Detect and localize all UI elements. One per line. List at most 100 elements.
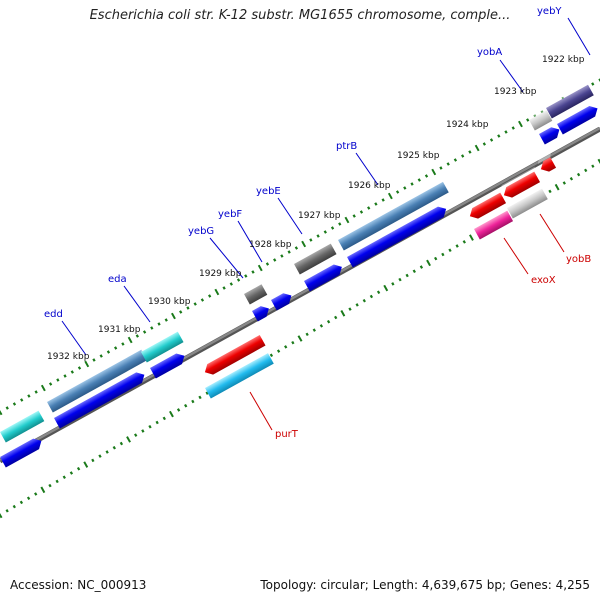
outer-tick — [186, 306, 190, 310]
leader-yebG — [209, 237, 244, 279]
outer-tick — [474, 144, 480, 152]
outer-tick — [257, 264, 263, 272]
inner-tick — [376, 290, 381, 295]
gene-block-yobA — [529, 105, 553, 131]
outer-tick — [309, 238, 313, 242]
cds-block-yebF — [271, 285, 292, 311]
gene-block-yobB-bevel — [507, 183, 543, 208]
tick-label-1923: 1923 kbp — [494, 87, 537, 97]
gene-block-ptrB — [338, 176, 449, 251]
inner-tick — [26, 496, 31, 500]
gene-label-edd[interactable]: edd — [44, 309, 63, 320]
cds-block-ptrB-body — [347, 206, 447, 268]
gene-block-eda-bevel — [141, 326, 179, 352]
tick-label-1924: 1924 kbp — [446, 120, 489, 130]
gene-label-yobB[interactable]: yobB — [566, 254, 591, 265]
gene-labels: yebY yobA ptrB yebE yebF yebG eda edd yo… — [44, 6, 591, 440]
accession-text: Accession: NC_000913 — [10, 578, 147, 592]
outer-tick — [48, 382, 53, 386]
outer-tick-track — [0, 78, 600, 416]
inner-tick — [562, 181, 566, 185]
gene-label-yebG[interactable]: yebG — [188, 226, 214, 237]
gene-label-eda[interactable]: eda — [108, 274, 127, 285]
outer-tick — [106, 350, 111, 354]
gene-label-exoX[interactable]: exoX — [531, 275, 556, 286]
outer-tick — [40, 384, 46, 392]
inner-tick — [19, 500, 24, 505]
outer-tick — [446, 162, 450, 166]
outer-tick — [518, 120, 523, 128]
gene-label-yebF[interactable]: yebF — [218, 209, 242, 220]
outer-tick — [338, 222, 342, 226]
gene-label-yobA[interactable]: yobA — [477, 47, 502, 58]
inner-tick — [434, 256, 438, 261]
gene-block-yebE-body — [294, 243, 337, 275]
inner-tick — [448, 248, 452, 253]
inner-tick — [62, 475, 66, 479]
outer-tick — [114, 346, 118, 350]
cds-block-exoX — [467, 187, 507, 219]
leader-edd — [61, 320, 87, 356]
inner-tick — [297, 335, 303, 342]
gene-block-yebE — [294, 238, 337, 275]
outer-tick — [468, 150, 472, 154]
cds-block-edd-lead — [0, 430, 42, 468]
inner-tick — [383, 284, 389, 292]
outer-tick — [214, 288, 220, 296]
cds-block-yebG-body — [252, 306, 269, 322]
inner-tick — [126, 436, 131, 443]
outer-tick — [316, 234, 320, 238]
outer-tick — [410, 182, 414, 186]
outer-tick — [489, 138, 494, 142]
tick-label-1922: 1922 kbp — [542, 55, 585, 65]
gene-label-ptrB[interactable]: ptrB — [336, 141, 357, 152]
gene-block-eda-body — [141, 331, 184, 363]
outer-tick — [84, 360, 90, 368]
gene-block-purT — [205, 348, 274, 399]
outer-tick — [301, 240, 307, 248]
gene-block-edd-lead-body — [0, 410, 45, 443]
outer-tick — [591, 82, 595, 86]
inner-tick — [591, 164, 595, 168]
inner-tick — [355, 303, 359, 307]
leader-ptrB — [355, 152, 379, 186]
cds-block-yebE — [304, 256, 342, 292]
inner-tick — [584, 168, 588, 173]
cds-block-yebY-bevel — [557, 98, 596, 124]
inner-tick — [554, 183, 560, 191]
outer-tick — [56, 378, 60, 382]
outer-tick — [193, 302, 197, 306]
gene-block-yebG-bevel — [244, 279, 263, 294]
cds-block-edd — [54, 364, 145, 429]
inner-tick — [455, 244, 459, 248]
gene-block-yobA-bevel — [529, 105, 548, 120]
inner-tick — [269, 353, 274, 358]
cds-block-edd-lead-bevel — [0, 430, 40, 457]
gene-block-yebG — [244, 279, 268, 305]
outer-tick — [265, 262, 270, 266]
leader-eda — [123, 285, 151, 323]
inner-tick — [48, 483, 52, 488]
inner-tick — [176, 408, 181, 412]
gene-label-yebE[interactable]: yebE — [256, 186, 281, 197]
inner-tick — [184, 403, 188, 408]
leader-yebF — [237, 220, 263, 263]
gene-label-purT[interactable]: purT — [275, 429, 299, 440]
outer-tick — [150, 326, 154, 330]
outer-tick — [0, 409, 3, 416]
inner-tick — [419, 265, 424, 269]
outer-tick — [273, 258, 277, 262]
outer-tick — [222, 286, 226, 290]
gene-block-edd-body — [47, 349, 148, 413]
outer-tick — [395, 190, 400, 194]
cds-block-purT-body — [204, 335, 266, 375]
inner-tick — [198, 395, 202, 400]
inner-tick — [391, 282, 395, 286]
tick-label-1925: 1925 kbp — [397, 151, 440, 161]
gene-block-yebY-body — [546, 84, 594, 119]
inner-tick — [112, 445, 116, 450]
cds-block-eda — [150, 345, 185, 379]
gene-label-yebY[interactable]: yebY — [537, 6, 562, 17]
